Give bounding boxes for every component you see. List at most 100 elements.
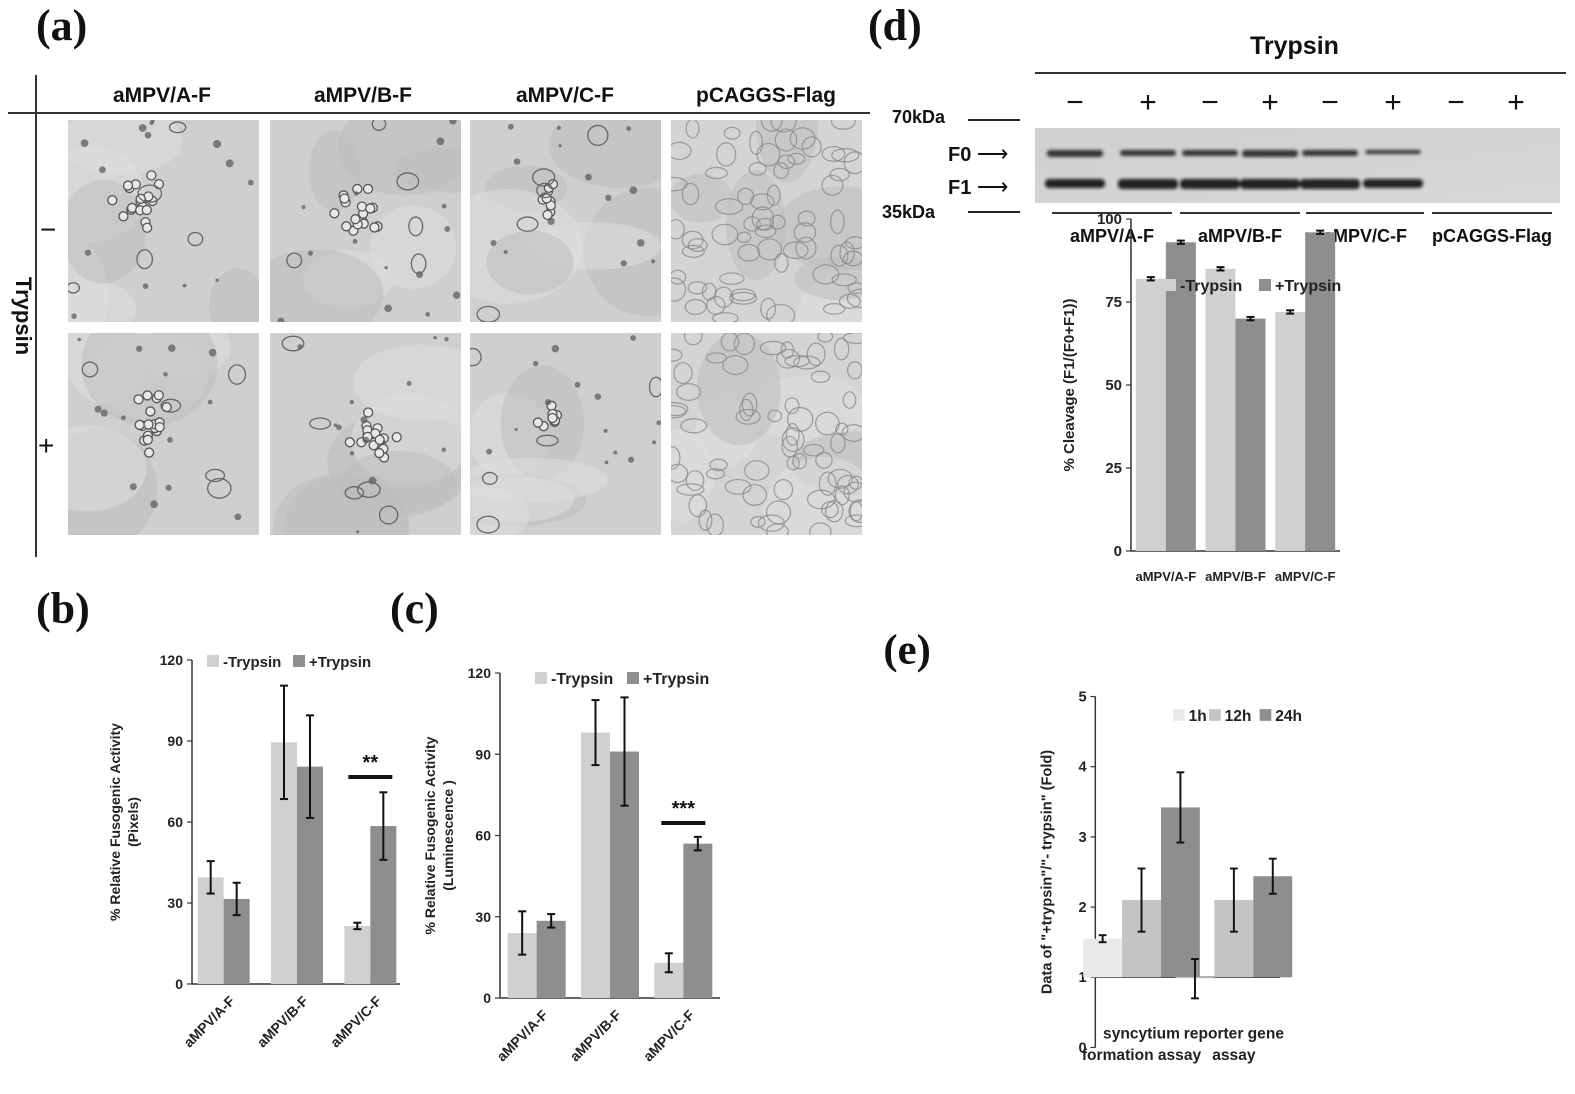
y-axis-label: % Relative Fusogenic Activity bbox=[422, 736, 438, 934]
y-tick-label: 4 bbox=[1078, 760, 1087, 776]
y-tick-label: 2 bbox=[1078, 900, 1086, 916]
legend-label: 12h bbox=[1225, 708, 1252, 725]
micrograph-r1-c2 bbox=[270, 120, 461, 322]
lane-sign-2: + bbox=[1139, 86, 1157, 119]
category-label: aMPV/A-F bbox=[1135, 569, 1196, 584]
chart-d-cleavage: 0 25 50 75 100 % Cleavage (F1/(F0+F1)) aMPV/A-… bbox=[1061, 211, 1341, 584]
y-tick-label: 0 bbox=[1114, 543, 1122, 560]
bar--Trypsin-3 bbox=[344, 925, 371, 984]
legend-label: +Trypsin bbox=[643, 671, 709, 688]
bar--Trypsin-1 bbox=[197, 877, 224, 984]
lane-sign-7: − bbox=[1447, 86, 1465, 119]
category-label: aMPV/A-F bbox=[493, 1006, 551, 1064]
y-tick-label: 0 bbox=[1078, 1040, 1086, 1056]
category-label: assay bbox=[1212, 1047, 1256, 1064]
legend-label: 24h bbox=[1275, 708, 1302, 725]
lane-sign-4: + bbox=[1261, 86, 1279, 119]
legend-label: 1h bbox=[1189, 708, 1207, 725]
bar--Trypsin-2 bbox=[1205, 268, 1236, 551]
band-f0-lane-4 bbox=[1242, 150, 1298, 157]
blot-group-line-4 bbox=[1432, 212, 1552, 214]
micrograph-r1-c3 bbox=[470, 120, 661, 322]
bar-+Trypsin-1 bbox=[1165, 242, 1196, 552]
lane-sign-8: + bbox=[1507, 86, 1525, 119]
lane-sign-5: − bbox=[1321, 86, 1339, 119]
panel-letter: (e) bbox=[883, 626, 930, 673]
bar-+Trypsin-3 bbox=[1305, 232, 1336, 551]
y-tick-label: 75 bbox=[1105, 294, 1122, 311]
legend-swatch-+Trypsin bbox=[1259, 279, 1271, 291]
band-f0-label: F0 ⟶ bbox=[948, 141, 1008, 167]
y-tick-label: 30 bbox=[475, 909, 491, 925]
y-tick-label: 60 bbox=[475, 828, 491, 844]
bar-+Trypsin-3 bbox=[683, 843, 713, 998]
blot-group-line-3 bbox=[1306, 212, 1424, 214]
legend-label: +Trypsin bbox=[1275, 278, 1341, 295]
micrograph-r1-c4 bbox=[671, 120, 862, 322]
legend-label: +Trypsin bbox=[309, 654, 371, 671]
band-f0-lane-5 bbox=[1302, 150, 1358, 156]
blot-group-label-3: aMPV/C-F bbox=[1322, 226, 1407, 246]
chart-e: 0 1 2 3 4 5 Data of "+trypsin"/"- trypsin" (Fo… bbox=[883, 626, 1302, 1064]
legend-swatch-+Trypsin bbox=[627, 672, 639, 684]
category-label: aMPV/C-F bbox=[1275, 569, 1336, 584]
blot-group-label-4: pCAGGS-Flag bbox=[1432, 226, 1552, 246]
category-label: formation assay bbox=[1082, 1047, 1202, 1064]
legend-swatch-12h bbox=[1209, 709, 1221, 721]
legend-swatch--Trypsin bbox=[535, 672, 547, 684]
marker-35kda-line bbox=[968, 211, 1020, 213]
lane-sign-1: − bbox=[1066, 86, 1084, 119]
legend-label: -Trypsin bbox=[1180, 278, 1242, 295]
y-tick-label: 90 bbox=[167, 733, 183, 749]
band-f1-lane-6 bbox=[1363, 179, 1423, 188]
micrograph-r1-c1 bbox=[68, 120, 259, 322]
arrow-right-icon: ⟶ bbox=[976, 141, 1009, 166]
panel-a-col-label-2: aMPV/B-F bbox=[313, 84, 412, 107]
marker-35kda-label: 35kDa bbox=[882, 202, 936, 222]
legend-swatch-+Trypsin bbox=[293, 655, 305, 667]
blot-group-label-2: aMPV/B-F bbox=[1197, 226, 1282, 246]
legend-swatch--Trypsin bbox=[1164, 279, 1176, 291]
blot-header-line bbox=[1035, 72, 1566, 74]
bar--Trypsin-3 bbox=[1275, 311, 1306, 551]
micrograph-r2-c1 bbox=[68, 333, 259, 535]
band-f1-lane-3 bbox=[1180, 179, 1240, 189]
blot-header: Trypsin bbox=[1250, 32, 1339, 60]
chart-b: 0 30 60 90 120 % Relative Fusogenic Activity (… bbox=[36, 585, 400, 1050]
panel-a-col-label-1: aMPV/A-F bbox=[112, 84, 211, 107]
legend-label: -Trypsin bbox=[551, 671, 613, 688]
blot-group-line-1 bbox=[1052, 212, 1172, 214]
band-f0-lane-2 bbox=[1120, 150, 1176, 156]
y-tick-label: 0 bbox=[483, 990, 491, 1006]
micrograph-r2-c4 bbox=[671, 333, 862, 535]
category-label: aMPV/C-F bbox=[327, 992, 385, 1050]
y-tick-label: 90 bbox=[475, 746, 491, 762]
panel-letter: (b) bbox=[36, 585, 90, 633]
significance-stars: ** bbox=[363, 752, 379, 774]
y-tick-label: 50 bbox=[1105, 377, 1122, 394]
panel-a-row-minus: − bbox=[40, 214, 57, 245]
band-f0-lane-1 bbox=[1047, 150, 1103, 157]
western-blot bbox=[1035, 128, 1560, 203]
y-tick-label: 30 bbox=[167, 895, 183, 911]
legend-swatch-24h bbox=[1259, 709, 1272, 721]
panel-a-col-label-4: pCAGGS-Flag bbox=[696, 84, 836, 107]
bar-+Trypsin-2 bbox=[1235, 318, 1266, 551]
lane-sign-3: − bbox=[1201, 86, 1219, 119]
y-axis-label: % Cleavage (F1/(F0+F1)) bbox=[1061, 299, 1078, 472]
y-tick-label: 60 bbox=[167, 814, 183, 830]
band-f1-text: F1 bbox=[948, 177, 972, 199]
panel-a-col-label-3: aMPV/C-F bbox=[515, 84, 614, 107]
panel-a-letter: (a) bbox=[36, 1, 88, 50]
y-axis-label: % Relative Fusogenic Activity bbox=[107, 723, 123, 921]
category-label: aMPV/A-F bbox=[180, 992, 238, 1050]
category-label: aMPV/C-F bbox=[640, 1006, 698, 1064]
band-f1-label: F1 ⟶ bbox=[948, 174, 1008, 200]
y-tick-label: 120 bbox=[160, 652, 184, 668]
y-tick-label: 0 bbox=[175, 976, 183, 992]
panel-a-header-line bbox=[8, 112, 870, 114]
panel-a-vertical-line bbox=[35, 75, 37, 557]
bar--Trypsin-2 bbox=[581, 732, 610, 998]
significance-stars: *** bbox=[672, 798, 696, 820]
